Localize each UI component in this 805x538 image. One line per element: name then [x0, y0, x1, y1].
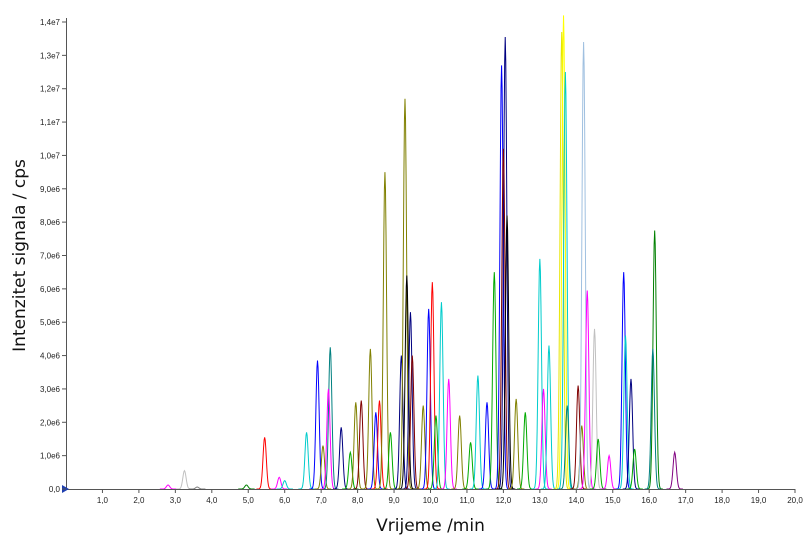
y-tick-label: 4,0e6: [40, 352, 61, 361]
x-tick-label: 19,0: [751, 496, 767, 505]
y-tick-label: 1,3e7: [40, 51, 61, 60]
x-tick-label: 3,0: [170, 496, 182, 505]
x-tick-label: 1,0: [97, 496, 109, 505]
chromatogram-peak: [498, 215, 516, 490]
chromatogram-peak: [495, 148, 512, 490]
chromatogram-peak: [420, 308, 437, 490]
chromatogram-peak: [276, 480, 293, 490]
chromatogram-peak: [557, 72, 574, 490]
chromatogram-peak: [176, 469, 193, 490]
chromatogram-peak: [626, 448, 643, 490]
chromatogram-peak: [462, 442, 479, 490]
chromatogram-peak: [540, 345, 558, 490]
x-tick-label: 18,0: [714, 496, 730, 505]
chromatogram-peak: [622, 378, 640, 490]
y-tick-label: 1,0e6: [40, 452, 61, 461]
y-tick-label: 9,0e6: [40, 185, 61, 194]
chromatogram-peak: [644, 348, 662, 490]
y-tick-label: 6,0e6: [40, 285, 61, 294]
x-tick-label: 20,0: [787, 496, 803, 505]
y-tick-label: 2,0e6: [40, 418, 61, 427]
x-tick-label: 15,0: [605, 496, 621, 505]
chromatogram-peak: [535, 388, 552, 490]
chromatogram-peak: [586, 328, 603, 490]
x-tick-label: 4,0: [206, 496, 218, 505]
x-tick-label: 2,0: [133, 496, 145, 505]
chromatogram-peak: [497, 36, 514, 490]
x-tick-label: 17,0: [678, 496, 694, 505]
chromatogram-peak: [159, 484, 177, 490]
chromatogram-peak: [517, 412, 534, 490]
chromatogram-peak: [398, 275, 416, 490]
chromatogram-peak: [555, 15, 572, 490]
chromatogram-peak: [569, 385, 587, 490]
y-ticks: 0,0 1,0e6 2,0e6 3,0e6 4,0e6 5,0e6 6,0e6 7,0e6 8,…: [40, 18, 66, 494]
x-tick-label: 16,0: [641, 496, 657, 505]
x-tick-label: 12,0: [496, 496, 512, 505]
chromatogram-peak: [271, 476, 288, 490]
x-tick-label: 7,0: [316, 496, 328, 505]
x-tick-label: 8,0: [352, 496, 364, 505]
x-tick-label: 9,0: [388, 496, 400, 505]
chromatogram-peak: [314, 445, 332, 490]
chromatogram-peak: [478, 402, 496, 490]
chromatogram-peak: [469, 375, 487, 490]
y-tick-label: 5,0e6: [40, 318, 61, 327]
chromatogram-peak: [600, 453, 618, 490]
chromatogram-peak: [424, 282, 441, 490]
x-tick-label: 6,0: [279, 496, 291, 505]
x-tick-label: 14,0: [569, 496, 585, 505]
chromatogram-peak: [367, 412, 385, 490]
chromatogram-peak: [433, 302, 450, 490]
chromatogram-peak: [376, 172, 394, 490]
y-tick-label: 1,4e7: [40, 18, 61, 27]
x-axis-title: Vrijeme /min: [376, 516, 485, 536]
chromatogram-peak: [531, 258, 549, 490]
chromatogram-peak: [666, 450, 683, 490]
x-ticks: 1,0 2,0 3,0 4,0 5,0 6,0 7,0 8,0 9,0 10,0 11,0 12,0 1…: [97, 489, 803, 505]
chromatogram-peak: [402, 312, 419, 490]
chromatogram-peak: [189, 486, 206, 490]
chromatogram-peak: [507, 398, 525, 490]
chromatogram-peak: [617, 335, 634, 490]
y-tick-label: 7,0e6: [40, 252, 61, 261]
y-axis-title: Intenzitet signala / cps: [10, 159, 30, 352]
chromatogram-peak: [353, 400, 370, 490]
chromatogram-peak: [309, 360, 326, 490]
y-tick-label: 1,0e7: [40, 151, 61, 160]
y-tick-label: 1,2e7: [40, 85, 61, 94]
chromatogram-peak: [451, 415, 468, 490]
x-tick-label: 13,0: [532, 496, 548, 505]
y-tick-label: 0,0: [49, 485, 61, 494]
x-tick-label: 10,0: [423, 496, 439, 505]
chromatogram-peak: [333, 427, 350, 490]
y-tick-label: 3,0e6: [40, 385, 61, 394]
x-tick-label: 11,0: [459, 496, 475, 505]
chromatogram-peak: [298, 432, 315, 490]
chromatogram-peak: [238, 484, 255, 490]
y-tick-label: 1,1e7: [40, 118, 61, 127]
chromatogram-peak: [362, 348, 379, 490]
chromatogram-peak: [347, 402, 364, 490]
chromatogram-peak: [382, 432, 399, 490]
chromatogram-peak: [553, 31, 570, 490]
chromatogram-peak: [646, 230, 663, 490]
chromatogram-peak: [615, 272, 632, 490]
chromatogram-peak: [493, 65, 510, 490]
peaks-layer: [159, 15, 683, 490]
y-tick-label: 8,0e6: [40, 218, 61, 227]
chromatogram-peak: [396, 98, 414, 490]
chromatogram-peak: [256, 437, 273, 490]
x-tick-label: 5,0: [243, 496, 255, 505]
